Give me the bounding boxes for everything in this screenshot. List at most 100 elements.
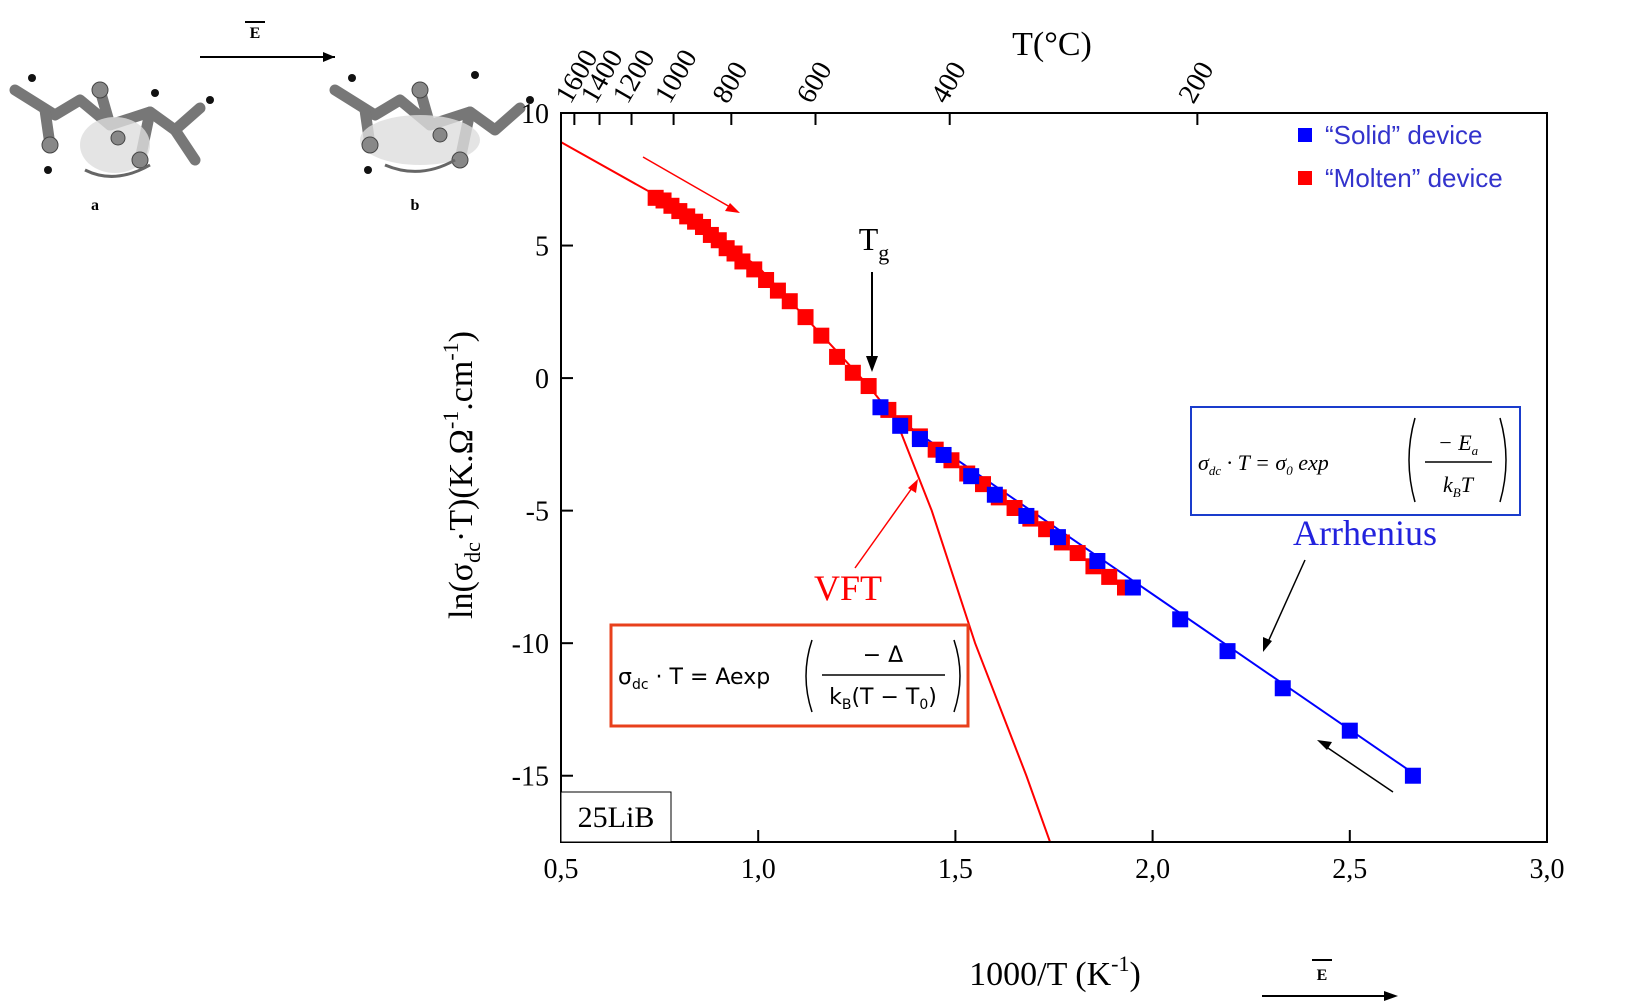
eq-sub: B [842,697,852,713]
data-point [1069,545,1086,562]
sample-label: 25LiB [578,801,655,834]
data-point [935,446,952,463]
equation-text: σdc · T = σ0 exp [1198,450,1329,478]
atom [151,89,159,97]
legend-marker [1298,171,1312,185]
eq-part: − E [1438,430,1472,455]
equation-numerator: − Δ [863,643,903,668]
y-tick-label: -5 [526,497,549,528]
field-label: E [1317,967,1328,984]
label-sup: -1 [438,411,463,429]
data-point [781,293,798,310]
label-part: ln(σ [443,563,480,619]
data-point [963,468,980,485]
inset-label: b [411,197,420,214]
y-tick-label: -15 [512,762,549,793]
x-tick-label: 0,5 [544,854,579,885]
direction-arrow [642,156,731,208]
atom [348,74,356,82]
eq-part: k [1443,472,1454,497]
data-point [872,399,889,416]
vft-arrow-head [908,479,918,493]
ion-site [360,115,480,165]
atom [471,71,479,79]
field-arrow-head [323,52,335,62]
data-point [813,327,830,344]
inset-schematic: a b E [9,21,534,214]
atom [91,81,109,99]
x2-tick-label: 600 [791,57,839,109]
paren [805,639,813,713]
data-point [892,417,909,434]
arrhenius-equation: σdc · T = σ0 exp − Ea kBT [1198,417,1507,503]
data-point [1219,643,1236,660]
vft-label: VFT [814,568,882,608]
eq-sub: B [1453,485,1461,500]
legend-label: “Molten” device [1325,163,1503,193]
data-point [1341,722,1358,739]
x2-tick-label: 1000 [649,45,704,109]
eq-sub: dc [632,677,649,693]
eq-part: T [1461,472,1475,497]
atom [432,127,448,143]
eq-part: exp [1293,450,1329,475]
equation-numerator: − Ea [1438,430,1479,458]
chain [169,124,201,166]
vft-equation: σdc · T = Aexp − Δ kB(T − T0) [618,639,961,713]
data-point [911,431,928,448]
legend-label: “Solid” device [1325,120,1483,150]
equation-text: σdc · T = Aexp [618,665,770,693]
eq-part: k [829,685,842,710]
label-sub: g [878,240,889,265]
equation-denominator: kBT [1443,472,1475,500]
eq-part: (T − T [851,685,919,710]
paren [953,639,961,713]
x-tick-label: 2,5 [1332,854,1367,885]
data-point [1172,611,1189,628]
atom [28,74,36,82]
atom [131,151,149,169]
inset-label: a [91,197,99,214]
y-axis-label: ln(σdc·T)(K.Ω-1.cm-1) [438,331,485,619]
legend-marker [1298,128,1312,142]
label-part: ) [1129,956,1140,993]
atom [526,96,534,104]
label-part: .cm [443,361,480,411]
data-point [1124,579,1141,596]
direction-arrow-head [1317,740,1332,750]
x-tick-label: 3,0 [1530,854,1565,885]
x2-tick-label: 800 [707,57,755,109]
label-part: T [859,221,879,257]
atom [44,166,52,174]
direction-arrow [1324,745,1394,793]
atom [361,136,379,154]
hop-arrow [84,163,151,178]
atom [41,136,59,154]
atom [364,166,372,174]
label-part: ) [443,331,480,342]
label-part: ·T)(K.Ω [443,429,480,542]
data-point [1404,767,1421,784]
y-tick-label: 5 [535,232,549,263]
y-tick-label: -10 [512,629,549,660]
data-point [844,364,861,381]
paren [1408,417,1416,503]
tg-arrow-head [866,356,878,372]
eq-sub: a [1472,443,1479,458]
arrhenius-arrow [1267,559,1306,643]
label-part: 1000/T (K [969,956,1111,993]
x-axis-label: 1000/T (K-1) [969,951,1141,993]
data-point [1089,553,1106,570]
y-tick-label: 0 [535,364,549,395]
x-tick-label: 1,0 [741,854,776,885]
arrhenius-arrow-head [1263,637,1272,652]
x-tick-label: 1,5 [938,854,973,885]
plot-frame [560,112,1548,843]
arrhenius-label: Arrhenius [1293,513,1437,553]
x2-axis-label: T(°C) [1012,26,1092,63]
x-tick-label: 2,0 [1135,854,1170,885]
x2-tick-label: 400 [925,57,973,109]
data-point [1018,507,1035,524]
atom [206,96,214,104]
